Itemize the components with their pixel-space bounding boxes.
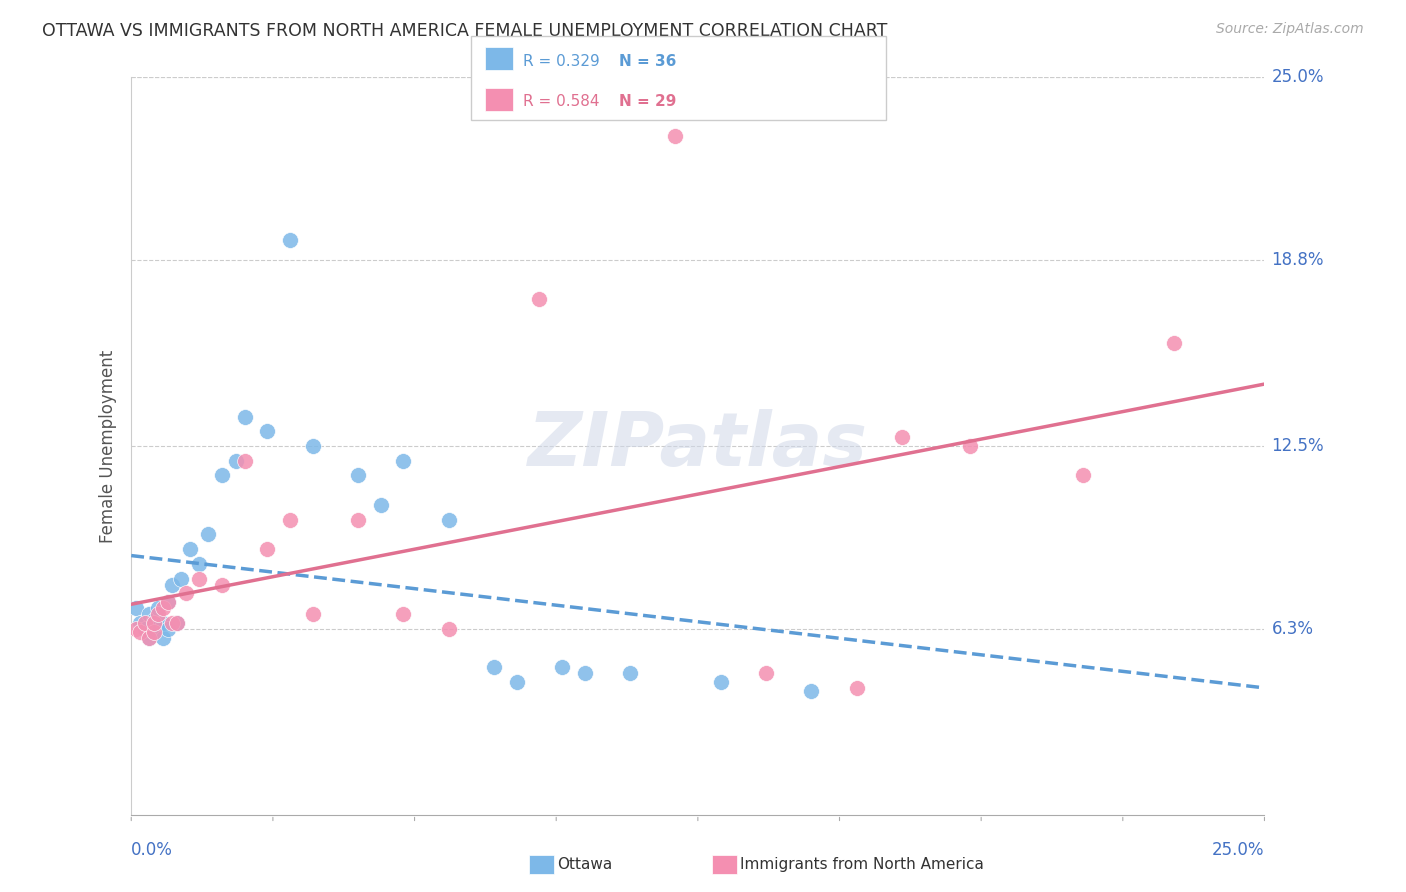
Text: R = 0.329: R = 0.329	[523, 54, 600, 69]
Point	[156, 595, 179, 609]
Point	[619, 666, 641, 681]
Point	[256, 542, 278, 557]
Point	[278, 513, 301, 527]
Point	[482, 660, 505, 674]
Point	[211, 577, 233, 591]
Point	[197, 527, 219, 541]
Point	[148, 607, 170, 621]
Point	[134, 615, 156, 630]
Point	[142, 624, 165, 639]
Y-axis label: Female Unemployment: Female Unemployment	[100, 350, 117, 542]
Point	[347, 468, 370, 483]
Point	[152, 615, 174, 630]
Point	[437, 622, 460, 636]
Point	[301, 439, 323, 453]
Point	[142, 615, 165, 630]
Point	[392, 607, 415, 621]
Point	[125, 622, 148, 636]
Point	[148, 619, 170, 633]
Point	[890, 430, 912, 444]
Point	[188, 557, 211, 571]
Point	[160, 615, 183, 630]
Text: R = 0.584: R = 0.584	[523, 95, 599, 110]
Point	[392, 454, 415, 468]
Point	[551, 660, 574, 674]
Point	[211, 468, 233, 483]
Point	[129, 615, 152, 630]
Text: 25.0%: 25.0%	[1271, 69, 1324, 87]
Point	[129, 624, 152, 639]
Point	[160, 577, 183, 591]
Point	[1163, 335, 1185, 350]
Text: Immigrants from North America: Immigrants from North America	[740, 857, 984, 872]
Point	[138, 631, 160, 645]
Point	[138, 607, 160, 621]
Text: 12.5%: 12.5%	[1271, 437, 1324, 455]
Point	[959, 439, 981, 453]
Point	[529, 292, 551, 306]
Text: N = 29: N = 29	[619, 95, 676, 110]
Point	[179, 542, 201, 557]
Text: 6.3%: 6.3%	[1271, 620, 1313, 638]
Point	[134, 622, 156, 636]
Point	[278, 233, 301, 247]
Point	[709, 674, 731, 689]
Point	[370, 498, 392, 512]
Point	[188, 572, 211, 586]
Point	[256, 424, 278, 438]
Point	[166, 615, 188, 630]
Point	[233, 454, 256, 468]
Text: 18.8%: 18.8%	[1271, 252, 1324, 269]
Point	[156, 595, 179, 609]
Point	[800, 683, 823, 698]
Text: 25.0%: 25.0%	[1212, 841, 1264, 859]
Point	[125, 601, 148, 615]
Point	[574, 666, 596, 681]
Point	[148, 601, 170, 615]
Point	[170, 572, 193, 586]
Point	[152, 631, 174, 645]
Point	[301, 607, 323, 621]
Point	[505, 674, 527, 689]
Point	[142, 624, 165, 639]
Point	[156, 622, 179, 636]
Point	[142, 613, 165, 627]
Point	[845, 681, 868, 695]
Point	[174, 586, 197, 600]
Point	[233, 409, 256, 424]
Point	[224, 454, 246, 468]
Point	[755, 666, 778, 681]
Text: 0.0%: 0.0%	[131, 841, 173, 859]
Point	[166, 615, 188, 630]
Text: Ottawa: Ottawa	[557, 857, 613, 872]
Point	[437, 513, 460, 527]
Text: ZIPatlas: ZIPatlas	[527, 409, 868, 483]
Point	[1071, 468, 1094, 483]
Text: N = 36: N = 36	[619, 54, 676, 69]
Point	[664, 129, 686, 144]
Point	[138, 631, 160, 645]
Point	[347, 513, 370, 527]
Text: OTTAWA VS IMMIGRANTS FROM NORTH AMERICA FEMALE UNEMPLOYMENT CORRELATION CHART: OTTAWA VS IMMIGRANTS FROM NORTH AMERICA …	[42, 22, 887, 40]
Point	[152, 601, 174, 615]
Text: Source: ZipAtlas.com: Source: ZipAtlas.com	[1216, 22, 1364, 37]
